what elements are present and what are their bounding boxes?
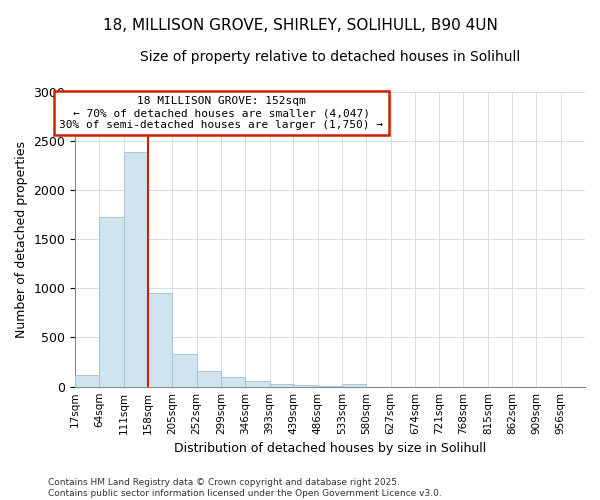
Bar — [269, 384, 294, 386]
Bar — [293, 384, 317, 386]
Bar — [221, 378, 245, 386]
Text: Contains HM Land Registry data © Crown copyright and database right 2025.
Contai: Contains HM Land Registry data © Crown c… — [48, 478, 442, 498]
Title: Size of property relative to detached houses in Solihull: Size of property relative to detached ho… — [140, 50, 520, 64]
Bar — [245, 382, 269, 386]
X-axis label: Distribution of detached houses by size in Solihull: Distribution of detached houses by size … — [174, 442, 486, 455]
Bar — [75, 375, 100, 386]
Text: 18 MILLISON GROVE: 152sqm
← 70% of detached houses are smaller (4,047)
30% of se: 18 MILLISON GROVE: 152sqm ← 70% of detac… — [59, 96, 383, 130]
Bar — [148, 293, 172, 386]
Y-axis label: Number of detached properties: Number of detached properties — [15, 140, 28, 338]
Text: 18, MILLISON GROVE, SHIRLEY, SOLIHULL, B90 4UN: 18, MILLISON GROVE, SHIRLEY, SOLIHULL, B… — [103, 18, 497, 32]
Bar — [172, 354, 197, 386]
Bar — [124, 152, 148, 386]
Bar — [197, 372, 221, 386]
Bar — [342, 384, 366, 386]
Bar — [100, 218, 124, 386]
